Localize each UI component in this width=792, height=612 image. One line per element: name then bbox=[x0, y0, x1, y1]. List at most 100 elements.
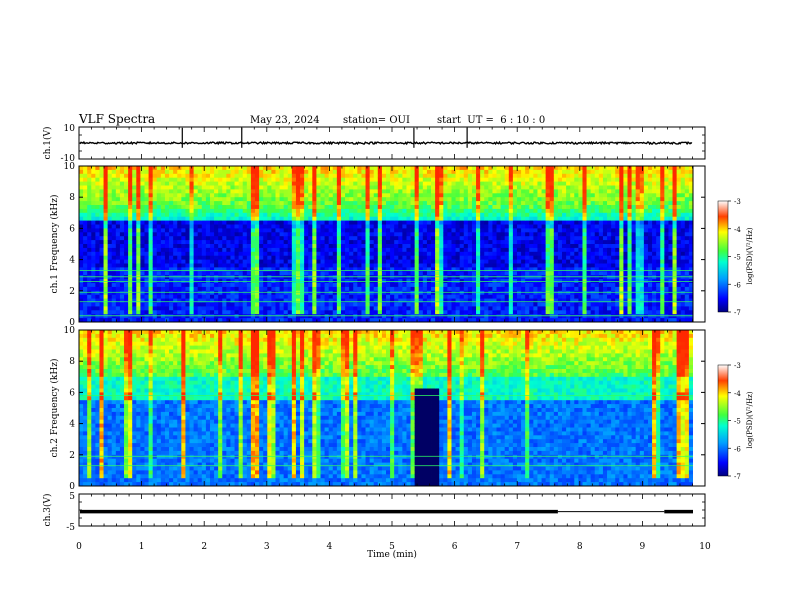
spectrogram-cell bbox=[263, 197, 268, 202]
spectrogram-cell bbox=[386, 310, 391, 315]
spectrogram-cell bbox=[148, 205, 154, 210]
spectrogram-cell bbox=[353, 166, 358, 171]
spectrogram-cell bbox=[357, 244, 362, 249]
spectrogram-cell bbox=[271, 255, 276, 260]
spectrogram-cell bbox=[169, 181, 174, 186]
spectrogram-cell bbox=[345, 193, 350, 198]
spectrogram-cell bbox=[267, 240, 272, 245]
spectrogram-cell bbox=[316, 216, 321, 221]
spectrogram-cell bbox=[193, 220, 199, 225]
spectrogram-cell bbox=[308, 189, 313, 194]
spectrogram-cell bbox=[340, 263, 346, 268]
spectrogram-cell bbox=[476, 189, 481, 194]
spectrogram-cell bbox=[250, 181, 256, 186]
spectrogram-cell bbox=[467, 197, 473, 202]
spectrogram-cell bbox=[148, 169, 154, 175]
spectrogram-cell bbox=[320, 220, 325, 225]
spectrogram-cell bbox=[169, 240, 174, 245]
spectrogram-cell bbox=[381, 236, 387, 241]
spectrogram-cell bbox=[250, 263, 256, 268]
spectrogram-cell bbox=[226, 271, 231, 276]
spectrogram-cell bbox=[255, 267, 260, 272]
spectrogram-cell bbox=[447, 263, 452, 268]
spectrogram-cell bbox=[140, 212, 145, 218]
spectrogram-cell bbox=[394, 201, 399, 206]
spectrogram-cell bbox=[386, 224, 391, 229]
spectrogram-cell bbox=[361, 298, 366, 303]
spectrogram-cell bbox=[418, 302, 424, 307]
spectrogram-cell bbox=[345, 181, 350, 186]
spectrogram-cell bbox=[390, 306, 395, 311]
spectrogram-cell bbox=[218, 224, 223, 229]
spectrogram-cell bbox=[340, 177, 346, 182]
spectrogram-cell bbox=[111, 306, 117, 311]
spectrogram-cell bbox=[386, 298, 391, 303]
spectrogram-cell bbox=[361, 236, 366, 241]
spectrogram-cell bbox=[169, 259, 174, 264]
spectrogram-cell bbox=[418, 205, 424, 210]
spectrogram-cell bbox=[377, 244, 383, 249]
spectrogram-cell bbox=[488, 216, 493, 221]
spectrogram-cell bbox=[570, 197, 575, 202]
spectrogram-cell bbox=[308, 259, 313, 264]
spectrogram-cell bbox=[471, 267, 477, 272]
spectrogram-cell bbox=[250, 177, 256, 182]
spectrogram-cell bbox=[480, 232, 485, 237]
spectrogram-cell bbox=[447, 306, 452, 311]
spectrogram-cell bbox=[308, 263, 313, 268]
spectrogram-cell bbox=[132, 177, 137, 182]
spectrogram-cell bbox=[189, 314, 195, 319]
spectrogram-cell bbox=[164, 201, 170, 206]
spectrogram-cell bbox=[287, 306, 293, 311]
spectrogram-cell bbox=[504, 189, 510, 194]
spectrogram-cell bbox=[193, 185, 199, 190]
spectrogram-cell bbox=[443, 310, 448, 315]
spectrogram-cell bbox=[578, 181, 583, 186]
spectrogram-cell bbox=[480, 244, 485, 249]
spectrogram-cell bbox=[332, 310, 338, 315]
spectrogram-cell bbox=[340, 169, 346, 175]
spectrogram-cell bbox=[291, 259, 297, 264]
spectrogram-cell bbox=[205, 212, 211, 218]
spectrogram-cell bbox=[476, 318, 481, 323]
spectrogram-cell bbox=[255, 181, 260, 186]
spectrogram-cell bbox=[426, 220, 432, 225]
spectrogram-cell bbox=[119, 259, 125, 264]
spectrogram-cell bbox=[173, 306, 178, 311]
spectrogram-cell bbox=[214, 205, 219, 210]
spectrogram-cell bbox=[414, 224, 420, 229]
spectrogram-cell bbox=[189, 169, 195, 175]
spectrogram-cell bbox=[79, 220, 84, 225]
spectrogram-cell bbox=[525, 228, 530, 233]
spectrogram-cell bbox=[537, 224, 542, 229]
spectrogram-cell bbox=[496, 310, 502, 315]
spectrogram-cell bbox=[570, 283, 575, 288]
spectrogram-cell bbox=[238, 244, 244, 249]
spectrogram-cell bbox=[312, 314, 317, 319]
spectrogram-cell bbox=[304, 247, 309, 253]
spectrogram-cell bbox=[533, 220, 538, 225]
spectrogram-cell bbox=[222, 290, 227, 296]
spectrogram-cell bbox=[218, 220, 223, 225]
spectrogram-cell bbox=[328, 283, 334, 288]
spectrogram-cell bbox=[87, 302, 92, 307]
spectrogram-cell bbox=[377, 208, 383, 214]
spectrogram-cell bbox=[185, 177, 190, 182]
spectrogram-cell bbox=[484, 185, 489, 190]
spectrogram-cell bbox=[377, 275, 383, 280]
spectrogram-cell bbox=[255, 205, 260, 210]
spectrogram-cell bbox=[169, 193, 174, 198]
spectrogram-cell bbox=[300, 247, 305, 253]
spectrogram-cell bbox=[222, 318, 227, 323]
spectrogram-cell bbox=[173, 216, 178, 221]
spectrogram-cell bbox=[103, 314, 109, 319]
spectrogram-cell bbox=[566, 240, 571, 245]
spectrogram-cell bbox=[328, 310, 334, 315]
spectrogram-cell bbox=[537, 290, 542, 296]
spectrogram-cell bbox=[267, 247, 272, 253]
spectrogram-cell bbox=[91, 298, 96, 303]
spectrogram-cell bbox=[271, 318, 276, 323]
spectrogram-cell bbox=[582, 290, 587, 296]
spectrogram-cell bbox=[566, 228, 571, 233]
spectrogram-cell bbox=[484, 181, 489, 186]
